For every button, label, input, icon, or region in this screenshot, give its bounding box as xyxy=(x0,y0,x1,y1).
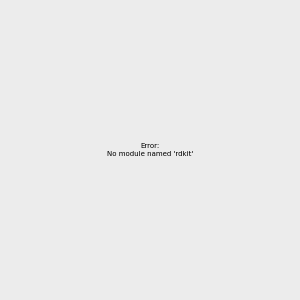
Text: Error:
No module named 'rdkit': Error: No module named 'rdkit' xyxy=(107,143,193,157)
